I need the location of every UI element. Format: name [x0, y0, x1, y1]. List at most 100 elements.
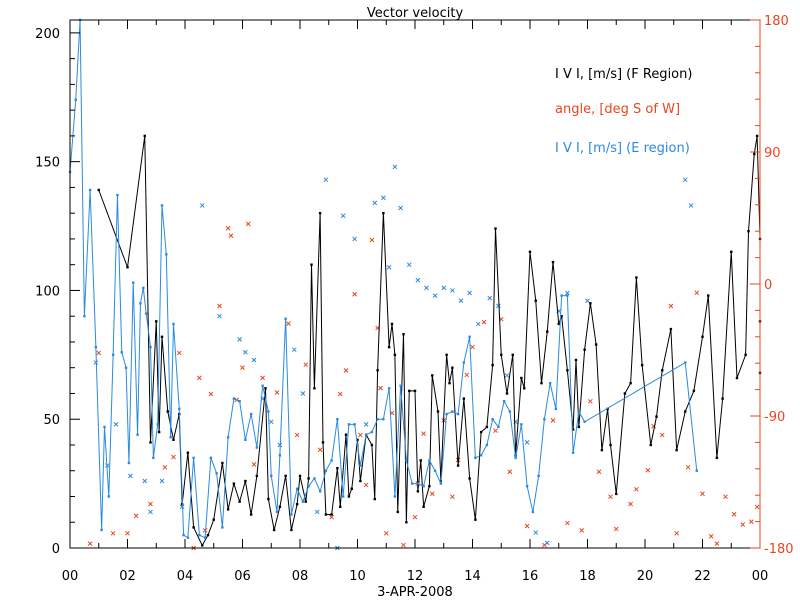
chart-title: Vector velocity — [367, 6, 464, 21]
angle-point — [303, 362, 309, 368]
x-marker-stroke — [481, 319, 487, 325]
f-region-point — [511, 353, 514, 357]
angle-point — [133, 513, 139, 519]
f-region-point — [583, 348, 586, 351]
f-region-point — [97, 188, 100, 192]
f-region-point — [494, 227, 497, 230]
e-region-point — [554, 407, 558, 411]
x-marker-stroke — [291, 347, 297, 353]
e-region-extra-marker — [113, 422, 119, 427]
f-region-point — [226, 508, 230, 511]
f-region-point — [172, 438, 175, 442]
x-marker-stroke — [340, 213, 346, 219]
f-region-point — [244, 479, 247, 483]
x-marker-stroke — [378, 385, 383, 391]
f-region-point — [701, 335, 704, 338]
e-region-point — [203, 536, 207, 539]
f-region-point — [431, 374, 434, 377]
e-region-extra-marker — [392, 164, 398, 170]
x-marker-stroke — [475, 321, 481, 327]
angle-point — [429, 491, 435, 497]
x-marker-stroke — [142, 478, 148, 484]
x-marker-stroke — [467, 290, 472, 296]
x-marker-stroke — [251, 462, 257, 467]
e-region-point — [525, 484, 529, 488]
e-region-point — [364, 433, 368, 436]
e-region-extra-marker — [363, 422, 369, 427]
e-region-extra-marker — [432, 293, 438, 298]
e-region-point — [226, 436, 230, 439]
x-tick-label: 04 — [177, 569, 194, 584]
e-region-point — [232, 397, 236, 400]
y-axis-left: 0 50 100 150 200 — [35, 27, 80, 557]
x-marker-stroke — [406, 262, 412, 268]
e-region-extra-marker — [441, 285, 447, 291]
e-region-point — [336, 418, 339, 421]
e-region-extra-marker — [372, 200, 378, 206]
f-region-point — [523, 387, 526, 390]
x-marker-stroke — [240, 365, 245, 370]
x-marker-stroke — [337, 391, 343, 397]
x-marker-stroke — [202, 528, 208, 533]
f-region-point — [594, 343, 598, 346]
e-region-point — [520, 423, 523, 426]
x-marker-stroke — [352, 291, 357, 297]
angle-point — [628, 501, 633, 507]
e-region-point — [514, 456, 517, 460]
e-region-point — [178, 407, 181, 411]
x-marker-stroke — [128, 473, 133, 479]
e-region-point — [479, 454, 483, 457]
f-region-point — [307, 477, 310, 480]
x-marker-stroke — [110, 530, 116, 536]
angle-point — [754, 504, 760, 510]
e-region-point — [456, 412, 460, 416]
f-region-point — [675, 448, 678, 452]
angle-point — [87, 541, 93, 546]
x-marker-stroke — [381, 195, 386, 201]
x-marker-stroke — [565, 290, 570, 296]
angle-point — [542, 542, 547, 548]
f-region-point — [416, 490, 420, 493]
angle-point — [731, 511, 737, 517]
f-region-point — [428, 484, 431, 488]
angle-point — [401, 542, 406, 548]
e-region-point — [359, 464, 362, 467]
x-tick-label: 02 — [119, 569, 136, 584]
e-region-extra-marker — [217, 313, 222, 319]
x-marker-stroke — [159, 478, 165, 484]
e-region-point — [83, 314, 86, 318]
x-marker-stroke — [125, 530, 130, 536]
f-region-point — [747, 230, 750, 233]
x-marker-stroke — [450, 494, 455, 500]
x-marker-stroke — [197, 375, 202, 381]
e-region-line — [69, 19, 698, 539]
e-region-point — [267, 410, 270, 413]
e-region-point — [275, 510, 279, 514]
x-marker-stroke — [524, 440, 530, 445]
f-region-point — [485, 425, 489, 429]
plot-area — [68, 18, 762, 551]
e-region-extra-marker — [533, 530, 539, 535]
angle-point — [634, 486, 639, 492]
y-tick-label-right: -180 — [764, 542, 794, 557]
x-axis: 00 02 04 06 08 10 12 14 16 18 20 22 00 — [62, 20, 768, 584]
f-region-point — [336, 466, 339, 470]
x-marker-stroke — [450, 288, 455, 293]
y-tick-label-right: -90 — [764, 410, 785, 425]
f-region-point — [387, 345, 391, 349]
angle-point — [125, 530, 130, 536]
x-marker-stroke — [507, 469, 513, 475]
e-region-point — [577, 410, 581, 413]
e-region-point — [270, 474, 273, 478]
f-region-point — [166, 410, 169, 413]
f-region-point — [405, 521, 408, 524]
x-marker-stroke — [363, 422, 369, 427]
y-axis-right: -180 -90 0 90 180 — [750, 14, 794, 557]
e-region-point — [341, 495, 345, 498]
f-region-point — [149, 441, 152, 444]
angle-point — [383, 530, 389, 536]
e-region-point — [149, 345, 152, 349]
e-region-point — [451, 410, 454, 413]
x-marker-stroke — [470, 344, 475, 350]
f-region-point — [635, 276, 638, 279]
